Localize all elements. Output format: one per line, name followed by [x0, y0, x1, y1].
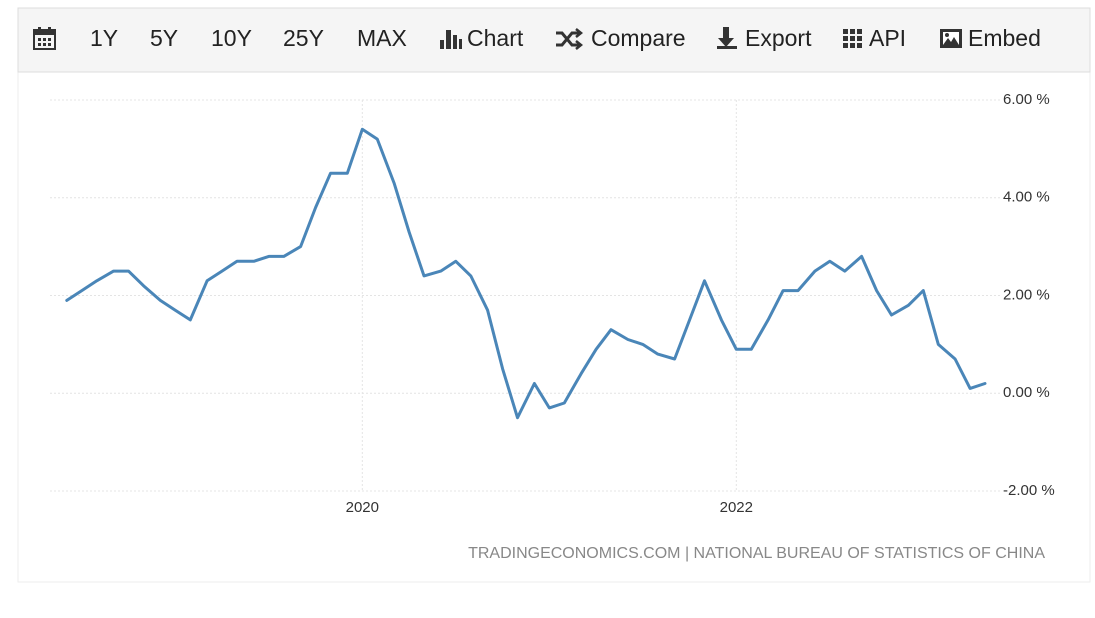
- x-tick-label: 2022: [720, 499, 753, 516]
- toolbar-button[interactable]: API: [869, 25, 906, 51]
- chart-icon[interactable]: [440, 30, 462, 49]
- range-button[interactable]: 5Y: [150, 25, 178, 51]
- toolbar-button[interactable]: Compare: [591, 25, 686, 51]
- range-button[interactable]: 1Y: [90, 25, 118, 51]
- calendar-icon[interactable]: [33, 27, 56, 50]
- api-icon[interactable]: [843, 29, 862, 48]
- y-tick-label: -2.00 %: [1003, 482, 1055, 499]
- source: TRADINGECONOMICS.COM | NATIONAL BUREAU O…: [468, 545, 1045, 562]
- range-button[interactable]: 25Y: [283, 25, 324, 51]
- export-icon[interactable]: [717, 27, 737, 49]
- toolbar: [17, 7, 1091, 73]
- chart-panel: [17, 71, 1091, 583]
- y-tick-label: 2.00 %: [1003, 286, 1050, 303]
- range-button[interactable]: 10Y: [211, 25, 252, 51]
- toolbar-button[interactable]: Export: [745, 25, 812, 51]
- toolbar-button[interactable]: Embed: [968, 25, 1041, 51]
- compare-icon[interactable]: [556, 28, 584, 50]
- y-tick-label: 4.00 %: [1003, 189, 1050, 206]
- y-tick-label: 6.00 %: [1003, 91, 1050, 108]
- range-button[interactable]: MAX: [357, 25, 407, 51]
- toolbar-button[interactable]: Chart: [467, 25, 524, 51]
- x-tick-label: 2020: [346, 499, 379, 516]
- embed-icon[interactable]: [940, 29, 962, 48]
- data-line: [65, 127, 987, 420]
- y-tick-label: 0.00 %: [1003, 384, 1050, 401]
